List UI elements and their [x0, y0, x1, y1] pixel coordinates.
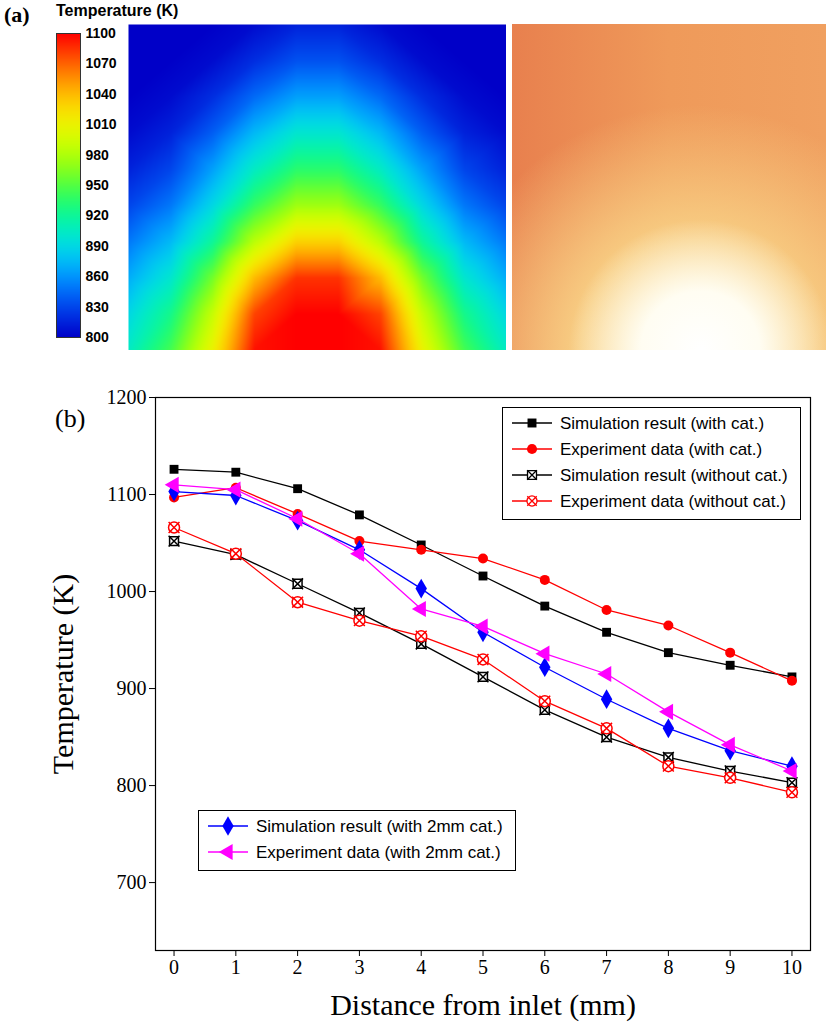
- svg-text:5: 5: [478, 956, 488, 978]
- svg-text:6: 6: [540, 956, 550, 978]
- svg-text:8: 8: [663, 956, 673, 978]
- html-text:(b): (b): [55, 404, 86, 433]
- svg-text:Simulation result (with 2mm ca: Simulation result (with 2mm cat.): [256, 817, 503, 836]
- svg-text:2: 2: [293, 956, 303, 978]
- svg-text:3: 3: [354, 956, 364, 978]
- svg-text:1100: 1100: [86, 25, 117, 41]
- svg-text:1100: 1100: [107, 483, 146, 505]
- svg-text:4: 4: [416, 956, 426, 978]
- svg-text:Experiment data (with cat.): Experiment data (with cat.): [560, 440, 762, 459]
- svg-text:0: 0: [169, 956, 179, 978]
- svg-text:700: 700: [117, 871, 147, 893]
- svg-text:Simulation result (with cat.): Simulation result (with cat.): [560, 414, 764, 433]
- svg-text:890: 890: [86, 238, 110, 254]
- svg-text:1070: 1070: [86, 55, 117, 71]
- svg-text:830: 830: [86, 299, 110, 315]
- html-text:(a): (a): [4, 2, 30, 27]
- svg-text:1000: 1000: [107, 580, 147, 602]
- svg-text:10: 10: [782, 956, 802, 978]
- svg-text:Simulation result (without cat: Simulation result (without cat.): [560, 466, 788, 485]
- svg-text:860: 860: [86, 268, 110, 284]
- svg-text:1200: 1200: [107, 386, 147, 408]
- html-text:Temperature (K): Temperature (K): [56, 2, 179, 19]
- svg-text:Experiment data (without cat.): Experiment data (without cat.): [560, 492, 786, 511]
- svg-text:800: 800: [117, 774, 147, 796]
- svg-text:9: 9: [725, 956, 735, 978]
- svg-text:Experiment data (with 2mm cat.: Experiment data (with 2mm cat.): [256, 843, 501, 862]
- svg-text:920: 920: [86, 207, 110, 223]
- svg-text:7: 7: [602, 956, 612, 978]
- svg-text:1040: 1040: [86, 86, 117, 102]
- svg-text:1: 1: [231, 956, 241, 978]
- svg-text:980: 980: [86, 147, 110, 163]
- svg-text:1010: 1010: [86, 116, 117, 132]
- svg-text:Distance from inlet (mm): Distance from inlet (mm): [330, 988, 636, 1022]
- svg-text:800: 800: [86, 329, 110, 345]
- svg-text:Temperature (K): Temperature (K): [46, 574, 80, 774]
- svg-text:950: 950: [86, 177, 110, 193]
- svg-text:900: 900: [117, 677, 147, 699]
